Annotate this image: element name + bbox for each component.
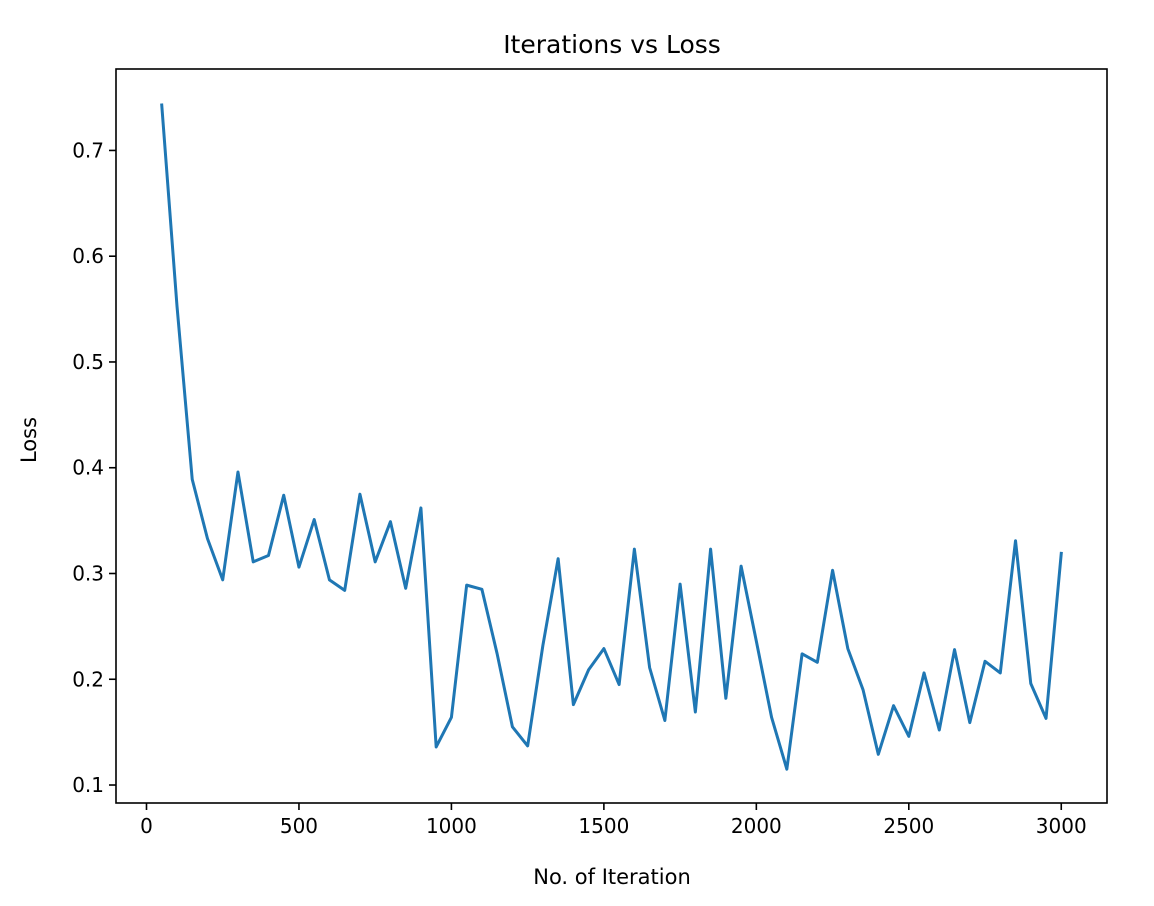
y-tick-label: 0.7 (72, 138, 104, 162)
y-tick-label: 0.5 (72, 350, 104, 374)
x-tick-label: 3000 (1036, 814, 1087, 838)
y-axis: 0.1 0.2 0.3 0.4 0.5 0.6 0.7 (72, 138, 116, 797)
series-line (160, 103, 1063, 771)
chart-title: Iterations vs Loss (503, 30, 721, 59)
x-tick-label: 500 (280, 814, 318, 838)
y-axis-label: Loss (17, 417, 41, 463)
y-tick-label: 0.4 (72, 456, 104, 480)
plot-area (115, 68, 1108, 804)
y-tick-label: 0.6 (72, 244, 104, 268)
x-axis: 0 500 1000 1500 2000 2500 3000 (140, 803, 1087, 838)
x-tick-label: 2000 (731, 814, 782, 838)
y-tick-label: 0.3 (72, 561, 104, 585)
x-tick-label: 2500 (883, 814, 934, 838)
plot-frame (115, 68, 1108, 804)
x-tick-label: 1000 (426, 814, 477, 838)
x-tick-label: 1500 (578, 814, 629, 838)
x-axis-label: No. of Iteration (533, 865, 691, 889)
y-tick-label: 0.1 (72, 773, 104, 797)
x-tick-label: 0 (140, 814, 153, 838)
y-tick-label: 0.2 (72, 667, 104, 691)
